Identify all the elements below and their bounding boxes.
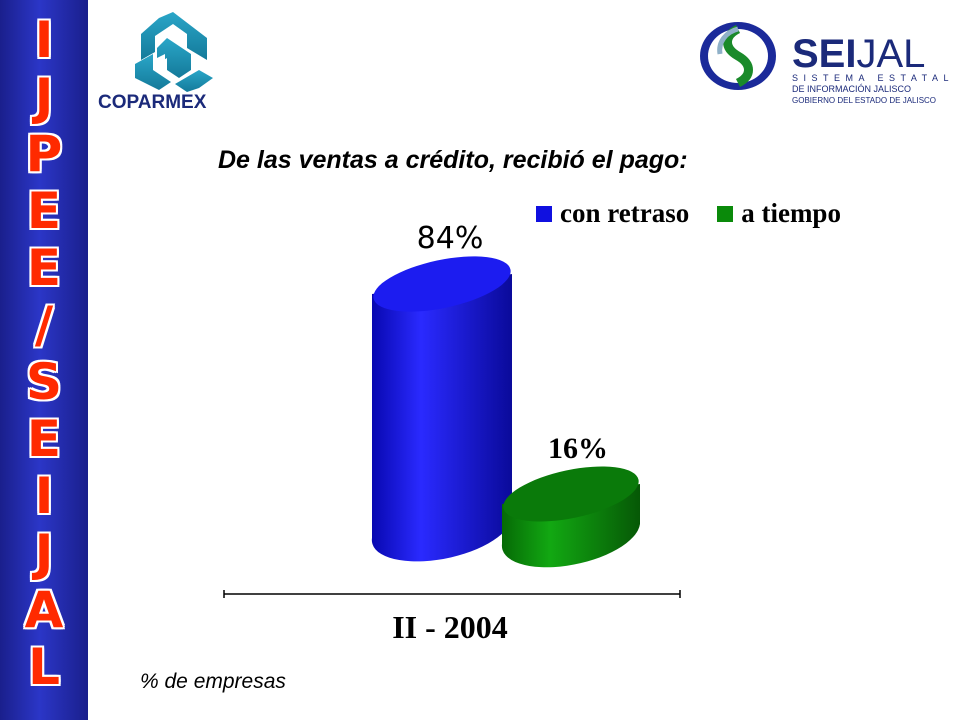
bar-a-tiempo: 16%: [501, 432, 640, 568]
legend-label: a tiempo: [741, 198, 841, 228]
coparmex-logo-icon: [135, 12, 213, 92]
sidebar-letter: E: [26, 182, 62, 240]
seijal-line-1: SISTEMA ESTATAL: [792, 73, 955, 83]
coparmex-wordmark: COPARMEX: [98, 92, 207, 113]
chart-legend: con retraso a tiempo: [536, 198, 861, 229]
sidebar-letters: I J P E E / S E I J A L: [0, 12, 88, 696]
sidebar-banner: I J P E E / S E I J A L: [0, 0, 88, 720]
sidebar-letter: L: [28, 638, 60, 696]
sidebar-letter: /: [34, 296, 54, 354]
x-tick-label: II - 2004: [392, 609, 508, 645]
seijal-brand-light: JAL: [856, 32, 926, 76]
sidebar-letter: P: [25, 125, 63, 183]
sidebar-letter: I: [34, 11, 54, 69]
footer-note: % de empresas: [140, 670, 286, 693]
seijal-wordmark: SEIJAL: [792, 34, 925, 74]
data-label: 84%: [417, 221, 484, 256]
seijal-brand-bold: SEI: [792, 32, 857, 76]
sidebar-letter: E: [26, 410, 62, 468]
sidebar-letter: I: [34, 467, 54, 525]
seijal-line-2: DE INFORMACIÓN JALISCO: [792, 84, 912, 94]
bar-top: [503, 466, 639, 522]
bar-body: [371, 274, 512, 562]
seijal-line-3: GOBIERNO DEL ESTADO DE JALISCO: [792, 96, 937, 105]
seijal-logo-icon: [700, 22, 776, 90]
sidebar-letter: J: [34, 524, 54, 582]
chart-title: De las ventas a crédito, recibió el pago…: [218, 146, 688, 174]
legend-swatch-green: [717, 205, 734, 222]
legend-item-a-tiempo: a tiempo: [717, 198, 841, 229]
sidebar-letter: J: [34, 68, 54, 126]
bar-top: [373, 256, 511, 312]
data-label: 16%: [548, 432, 608, 465]
sidebar-letter: E: [26, 239, 62, 297]
legend-item-con-retraso: con retraso: [536, 198, 689, 229]
sidebar-letter: A: [24, 581, 64, 639]
sidebar-letter: S: [25, 353, 62, 411]
bar-con-retraso: 84%: [371, 221, 512, 562]
legend-swatch-blue: [536, 205, 552, 222]
legend-label: con retraso: [560, 198, 690, 228]
